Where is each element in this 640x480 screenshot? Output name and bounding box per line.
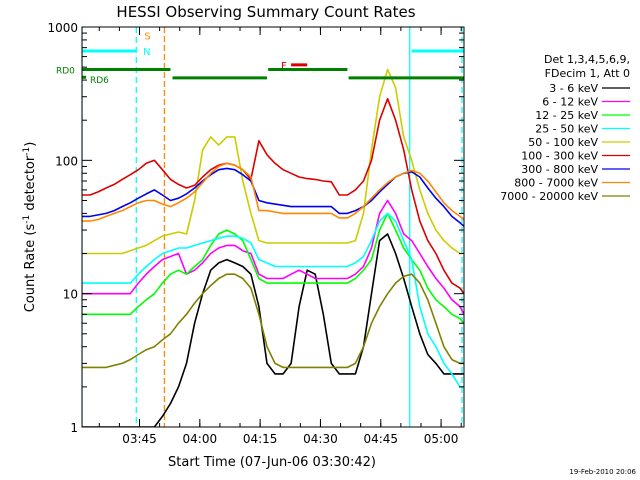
legend-entry-label: 3 - 6 keV	[549, 82, 598, 95]
legend-entry-label: 12 - 25 keV	[535, 109, 598, 122]
y-axis-label-sup: -1	[22, 147, 32, 156]
y-axis-label-part: detector	[23, 155, 38, 215]
flag-label-rd6: RD6	[90, 76, 109, 86]
flag-label-rd0: RD0	[56, 67, 75, 77]
legend-entry-label: 6 - 12 keV	[542, 96, 598, 109]
x-tick-label: 03:45	[122, 432, 157, 446]
flag-label-n: N	[143, 47, 150, 58]
legend: Det 1,3,4,5,6,9, FDecim 1, Att 0 3 - 6 k…	[500, 53, 630, 203]
series-line	[82, 199, 464, 315]
y-tick-label: 1000	[47, 21, 78, 35]
y-axis: 1 10 100 1000	[47, 21, 464, 435]
series-line	[82, 273, 464, 369]
x-tick-label: 04:30	[303, 432, 338, 446]
series-line	[82, 97, 464, 295]
legend-entry-label: 7000 - 20000 keV	[500, 190, 598, 203]
x-axis: 03:45 04:00 04:15 04:30 04:45 05:00	[98, 27, 462, 446]
chart-title: HESSI Observing Summary Count Rates	[116, 3, 415, 21]
y-axis-label-part: )	[23, 142, 38, 147]
plot-area: SN F	[82, 27, 464, 427]
legend-entry-label: 800 - 7000 keV	[514, 177, 598, 190]
legend-entry-label: 300 - 800 keV	[521, 163, 598, 176]
series-line	[82, 68, 464, 255]
legend-header-line: FDecim 1, Att 0	[545, 67, 630, 80]
y-tick-label: 10	[63, 288, 78, 302]
x-tick-label: 05:00	[424, 432, 459, 446]
y-axis-label-sup: -1	[22, 215, 32, 224]
series-line	[82, 162, 464, 222]
y-axis-label: Count Rate (s-1 detector-1)	[22, 142, 38, 313]
x-tick-label: 04:00	[183, 432, 218, 446]
x-tick-label: 04:15	[243, 432, 278, 446]
flag-label-s: S	[144, 32, 150, 43]
legend-entry-label: 50 - 100 keV	[528, 136, 598, 149]
plot-frame	[81, 26, 465, 428]
legend-header-line: Det 1,3,4,5,6,9,	[544, 53, 630, 66]
y-tick-label: 100	[55, 154, 78, 168]
footer-date: 19-Feb-2010 20:06	[569, 468, 636, 476]
y-axis-label-part: Count Rate (s	[23, 224, 38, 313]
y-tick-label: 1	[70, 421, 78, 435]
x-axis-label: Start Time (07-Jun-06 03:30:42)	[168, 455, 376, 470]
legend-entry-label: 25 - 50 keV	[535, 123, 598, 136]
series-line	[82, 233, 464, 427]
x-tick-label: 04:45	[363, 432, 398, 446]
legend-entry-label: 100 - 300 keV	[521, 150, 598, 163]
series-line	[82, 212, 464, 324]
series-line	[82, 212, 464, 388]
flag-label-f: F	[281, 61, 287, 72]
